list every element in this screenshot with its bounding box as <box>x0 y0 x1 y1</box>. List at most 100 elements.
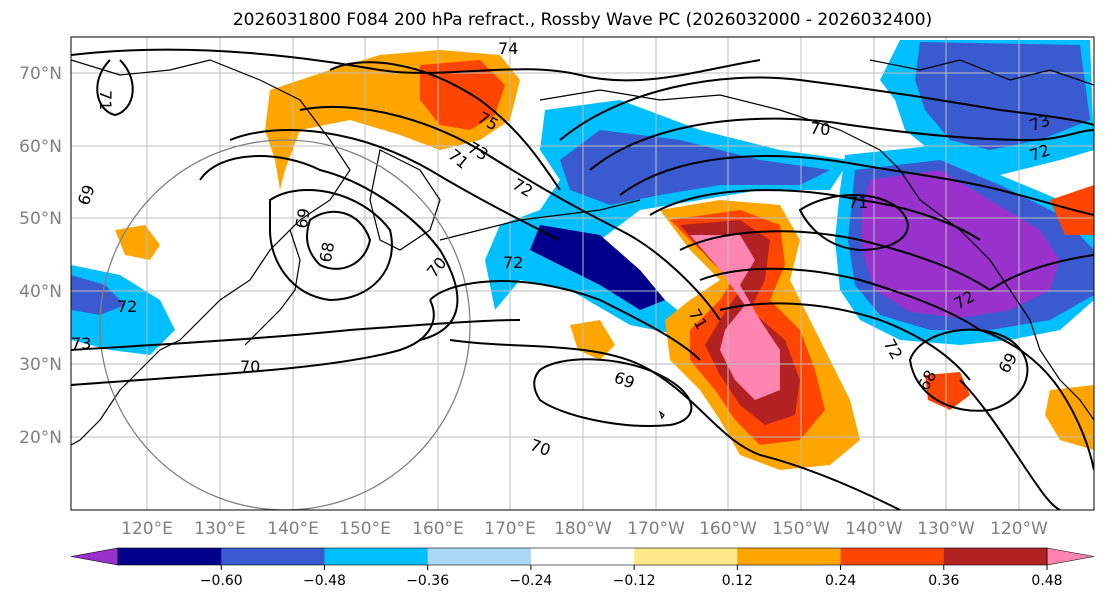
lat-label-20n: 20°N <box>19 428 62 448</box>
contour-line <box>959 379 1061 510</box>
coastline-japan <box>244 229 301 346</box>
coastline-hawaii <box>658 410 665 420</box>
contour-line <box>559 76 1094 141</box>
contour-label: 70 <box>809 119 831 140</box>
coastline-arctic <box>869 59 1094 86</box>
colorbar-swatch <box>840 548 945 565</box>
lon-label-130w: 130°W <box>917 519 975 539</box>
contour-line <box>719 302 971 381</box>
contour-line <box>199 155 459 341</box>
colorbar-tick-label: −0.36 <box>406 573 449 589</box>
contour-line <box>306 210 372 270</box>
contour-label: 71 <box>96 90 115 110</box>
colorbar-swatch <box>221 548 325 565</box>
lat-label-40n: 40°N <box>19 282 62 302</box>
contour-line <box>71 299 435 386</box>
colorbar-tick-label: 0.48 <box>1031 573 1062 589</box>
gridlines <box>71 37 1094 510</box>
lat-label-70n: 70°N <box>19 64 62 84</box>
contour-line <box>71 319 521 351</box>
colorbar-tick-label: −0.48 <box>303 573 346 589</box>
colorbar-swatch <box>118 548 222 565</box>
colorbar-swatch <box>737 548 842 565</box>
contour-line <box>269 189 393 302</box>
negative-region-west-blue <box>71 275 125 315</box>
lat-label-60n: 60°N <box>19 137 62 157</box>
contour-line <box>96 59 134 117</box>
colorbar-swatch <box>943 548 1048 565</box>
colorbar-tick-label: −0.60 <box>200 573 243 589</box>
latitude-labels: 70°N 60°N 50°N 40°N 30°N 20°N <box>19 64 62 448</box>
negative-region-central-blue <box>560 130 830 205</box>
contour-line <box>71 48 761 82</box>
contour-line <box>699 267 981 331</box>
positive-region-north-red <box>420 60 505 130</box>
positive-region-pacific-pink <box>690 235 780 400</box>
positive-region-small-1 <box>115 225 160 260</box>
lon-label-160w: 160°W <box>699 519 757 539</box>
contour-line <box>589 117 1094 171</box>
colorbar-extend-min <box>70 547 119 566</box>
contour-label: 72 <box>503 253 523 272</box>
contour-line <box>989 254 1094 291</box>
colorbar-swatch <box>634 548 738 565</box>
colorbar-tick-label: 0.36 <box>928 573 959 589</box>
colorbar-tick-label: −0.24 <box>509 573 552 589</box>
lon-label-120e: 120°E <box>121 519 173 539</box>
contour-line <box>299 105 721 321</box>
colorbar-tick-label: 0.24 <box>825 573 856 589</box>
coastline-kamchatka <box>369 149 441 251</box>
lon-label-150w: 150°W <box>772 519 830 539</box>
lon-label-170w: 170°W <box>627 519 685 539</box>
lon-label-140e: 140°E <box>267 519 319 539</box>
positive-region-southeast <box>1045 385 1094 450</box>
coastlines <box>71 59 1094 446</box>
contour-line <box>229 129 561 241</box>
coastline-aleutians <box>439 199 641 241</box>
lon-label-160e: 160°E <box>412 519 464 539</box>
contour-label: 72 <box>117 297 137 316</box>
contour-line <box>979 329 1094 471</box>
contour-line <box>619 155 1094 216</box>
colorbar-tick-label: −0.12 <box>613 573 656 589</box>
contour-label: 73 <box>71 334 91 353</box>
contour-label: 74 <box>498 39 518 58</box>
contour-line <box>649 189 981 241</box>
contour-line <box>908 328 1029 412</box>
map-frame <box>70 36 1095 511</box>
lon-label-150e: 150°E <box>339 519 391 539</box>
colorbar-swatch <box>324 548 429 565</box>
coastline-asia <box>71 59 351 446</box>
negative-region-east-purple <box>862 170 1060 318</box>
lon-label-170e: 170°E <box>484 519 536 539</box>
negative-region-central-navy <box>530 225 665 310</box>
colorbar-swatch <box>530 548 635 565</box>
colorbar-extend-max <box>1046 547 1095 566</box>
lon-label-140w: 140°W <box>845 519 903 539</box>
contour-line <box>679 230 991 291</box>
lon-label-130e: 130°E <box>194 519 246 539</box>
contour-lines <box>71 48 1094 510</box>
coastline-north-america-west <box>989 259 1094 421</box>
contour-label: 69 <box>292 207 314 230</box>
lat-label-30n: 30°N <box>19 355 62 375</box>
contour-line <box>798 194 909 252</box>
lon-label-120w: 120°W <box>990 519 1048 539</box>
colorbar-tick-label: 0.12 <box>722 573 753 589</box>
map-title: 2026031800 F084 200 hPa refract., Rossby… <box>232 10 933 30</box>
negative-region-northeast-inner <box>915 42 1090 150</box>
contour-label: 71 <box>848 193 868 212</box>
longitude-labels: 120°E 130°E 140°E 150°E 160°E 170°E 180°… <box>121 519 1048 539</box>
great-circle-marker <box>99 139 471 510</box>
colorbar-swatch <box>427 548 532 565</box>
colorbar-outline <box>117 547 1048 566</box>
shaded-fields <box>71 40 1094 470</box>
lon-label-180w: 180°W <box>554 519 612 539</box>
contour-label: 68 <box>316 240 338 263</box>
contour-line <box>449 339 901 510</box>
contour-line <box>533 358 693 427</box>
contour-label: 70 <box>240 357 260 376</box>
contour-line <box>429 280 701 361</box>
contour-line <box>329 61 561 191</box>
